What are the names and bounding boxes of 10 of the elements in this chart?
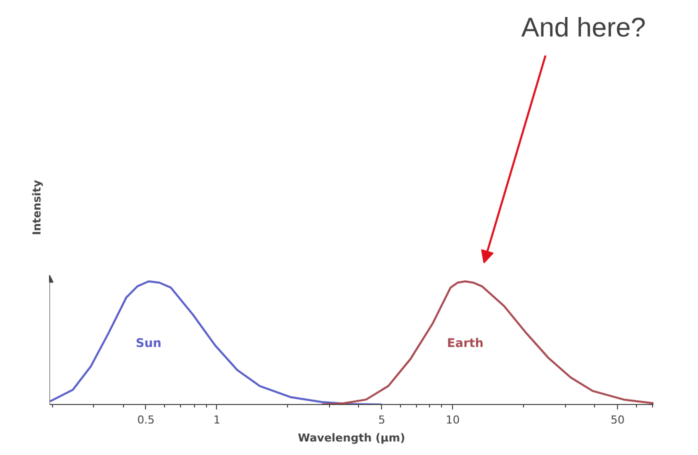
x-tick-label: 1 (213, 414, 220, 426)
text: Sun (136, 336, 162, 350)
y-axis-title: Intensity (30, 180, 44, 236)
x-tick-label: 50 (610, 414, 625, 426)
x-tick-label: 5 (378, 414, 386, 426)
x-axis-title: Wavelength (μm) (298, 432, 406, 444)
series-label: Earth (447, 336, 484, 350)
x-tick-label: 0.5 (137, 414, 155, 426)
text: And here? (521, 12, 646, 42)
x-tick-label: 10 (446, 414, 460, 426)
